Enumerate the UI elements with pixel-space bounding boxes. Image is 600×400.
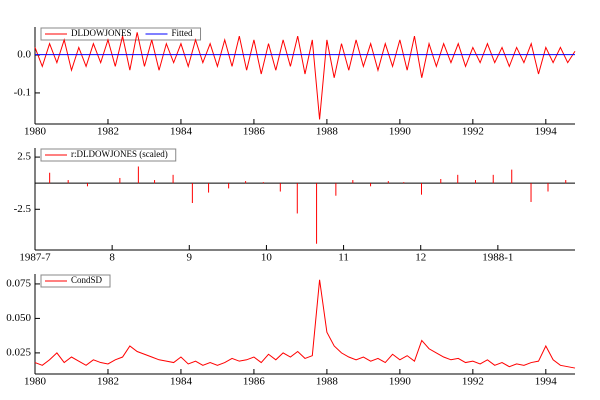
x-tick-label: 1994 — [535, 126, 558, 138]
y-tick-label: 0.075 — [6, 277, 31, 289]
y-tick-label: 0.0 — [17, 49, 31, 61]
x-tick-label: 1980 — [24, 376, 47, 388]
x-tick-label: 1982 — [97, 126, 119, 138]
x-tick-label: 1987-7 — [19, 252, 51, 264]
series-line — [34, 279, 576, 369]
series-line — [34, 32, 576, 120]
x-tick-label: 1982 — [97, 376, 119, 388]
legend-box — [40, 274, 111, 288]
x-tick-label: 8 — [109, 252, 115, 264]
x-tick-label: 1990 — [389, 376, 412, 388]
y-tick-label: 0.050 — [6, 312, 31, 324]
x-tick-label: 10 — [261, 252, 273, 264]
x-tick-label: 1988 — [316, 376, 339, 388]
legend-label: DLDOWJONES — [71, 28, 132, 38]
legend-box — [40, 148, 177, 162]
x-tick-label: 1988-1 — [482, 252, 513, 264]
legend-box — [40, 27, 202, 41]
x-tick-label: 1992 — [462, 126, 484, 138]
x-tick-label: 1980 — [24, 126, 47, 138]
x-tick-label: 1984 — [170, 126, 193, 138]
y-tick-label: -2.5 — [14, 203, 32, 215]
y-tick-label: 2.5 — [17, 151, 31, 163]
legend-label: CondSD — [71, 275, 103, 285]
x-tick-label: 1994 — [535, 376, 558, 388]
x-tick-label: 1988 — [316, 126, 339, 138]
x-tick-label: 1990 — [389, 126, 412, 138]
x-tick-label: 9 — [187, 252, 193, 264]
x-tick-label: 1992 — [462, 376, 484, 388]
x-tick-label: 1984 — [170, 376, 193, 388]
x-tick-label: 1986 — [243, 376, 266, 388]
legend-label: Fitted — [172, 28, 194, 38]
x-tick-label: 12 — [415, 252, 426, 264]
x-tick-label: 1986 — [243, 126, 266, 138]
x-tick-label: 11 — [338, 252, 349, 264]
legend-label: r:DLDOWJONES (scaled) — [71, 149, 168, 159]
y-tick-label: 0.025 — [6, 346, 31, 358]
y-tick-label: -0.1 — [14, 86, 31, 98]
